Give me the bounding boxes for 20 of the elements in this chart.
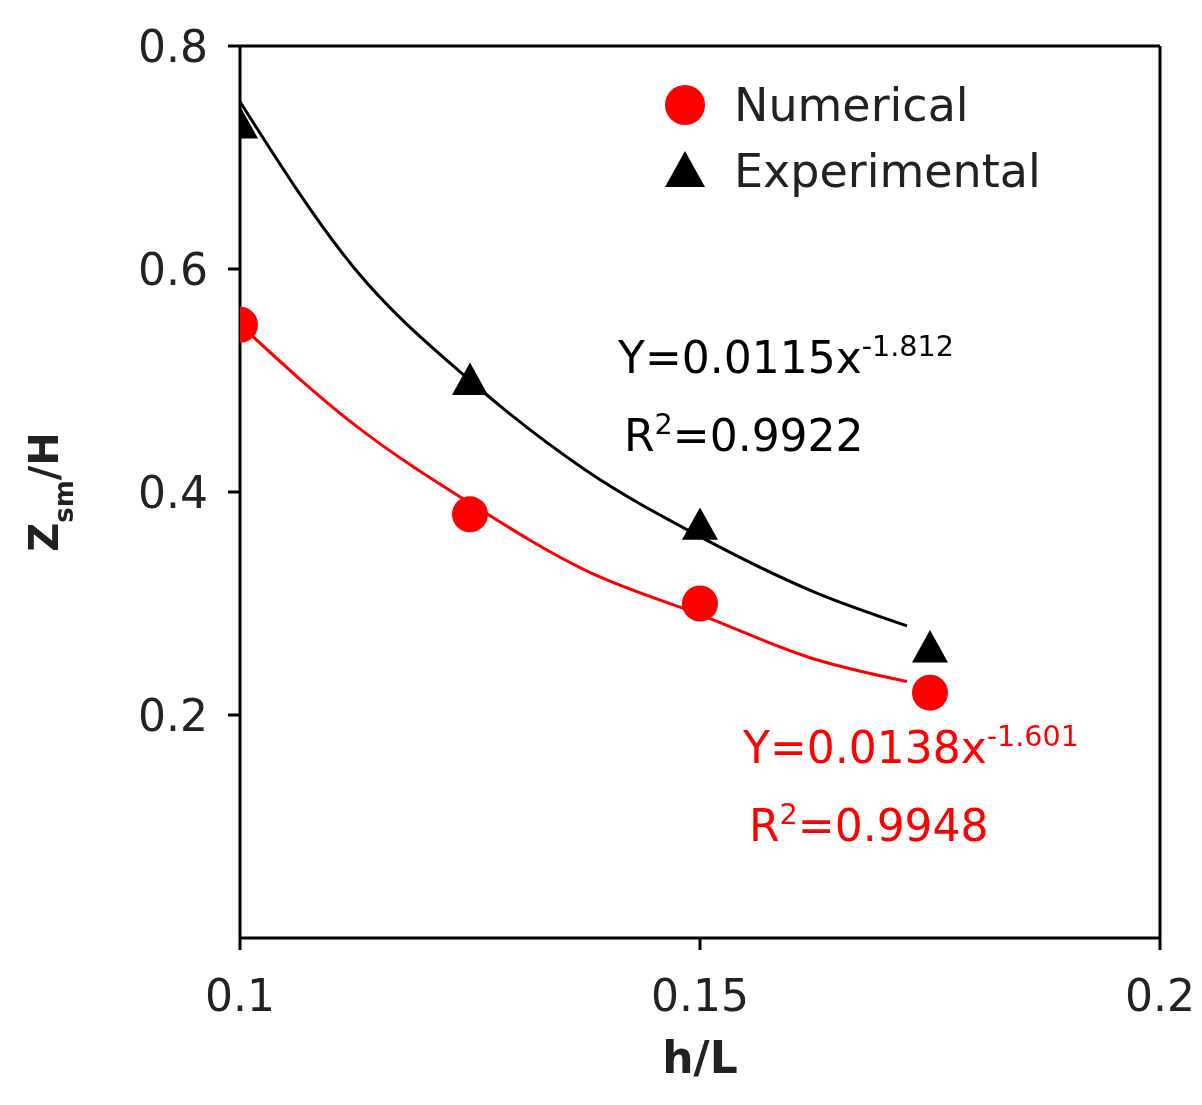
legend-label: Numerical [734, 78, 969, 132]
point [452, 362, 488, 395]
annotation: Y=0.0115x$^{-1.812}$ [617, 329, 954, 383]
y-tick-label: 0.8 [138, 20, 208, 72]
x-tick-label: 0.1 [205, 970, 275, 1022]
annotation: R$^{2}$=0.9948 [749, 797, 989, 851]
x-axis-title: h/L [662, 1032, 738, 1083]
point [682, 585, 718, 622]
legend-label: Experimental [734, 144, 1041, 198]
y-tick-label: 0.6 [138, 243, 208, 295]
point [912, 630, 948, 663]
x-tick-label: 0.15 [651, 970, 749, 1022]
point [452, 496, 488, 533]
y-tick-label: 0.2 [138, 689, 208, 741]
point [912, 674, 948, 711]
annotation: R$^{2}$=0.9922 [624, 407, 864, 461]
y-tick-label: 0.4 [138, 466, 208, 518]
annotation: Y=0.0138x$^{-1.601}$ [742, 719, 1079, 773]
point [682, 507, 718, 540]
x-tick-label: 0.2 [1125, 970, 1195, 1022]
